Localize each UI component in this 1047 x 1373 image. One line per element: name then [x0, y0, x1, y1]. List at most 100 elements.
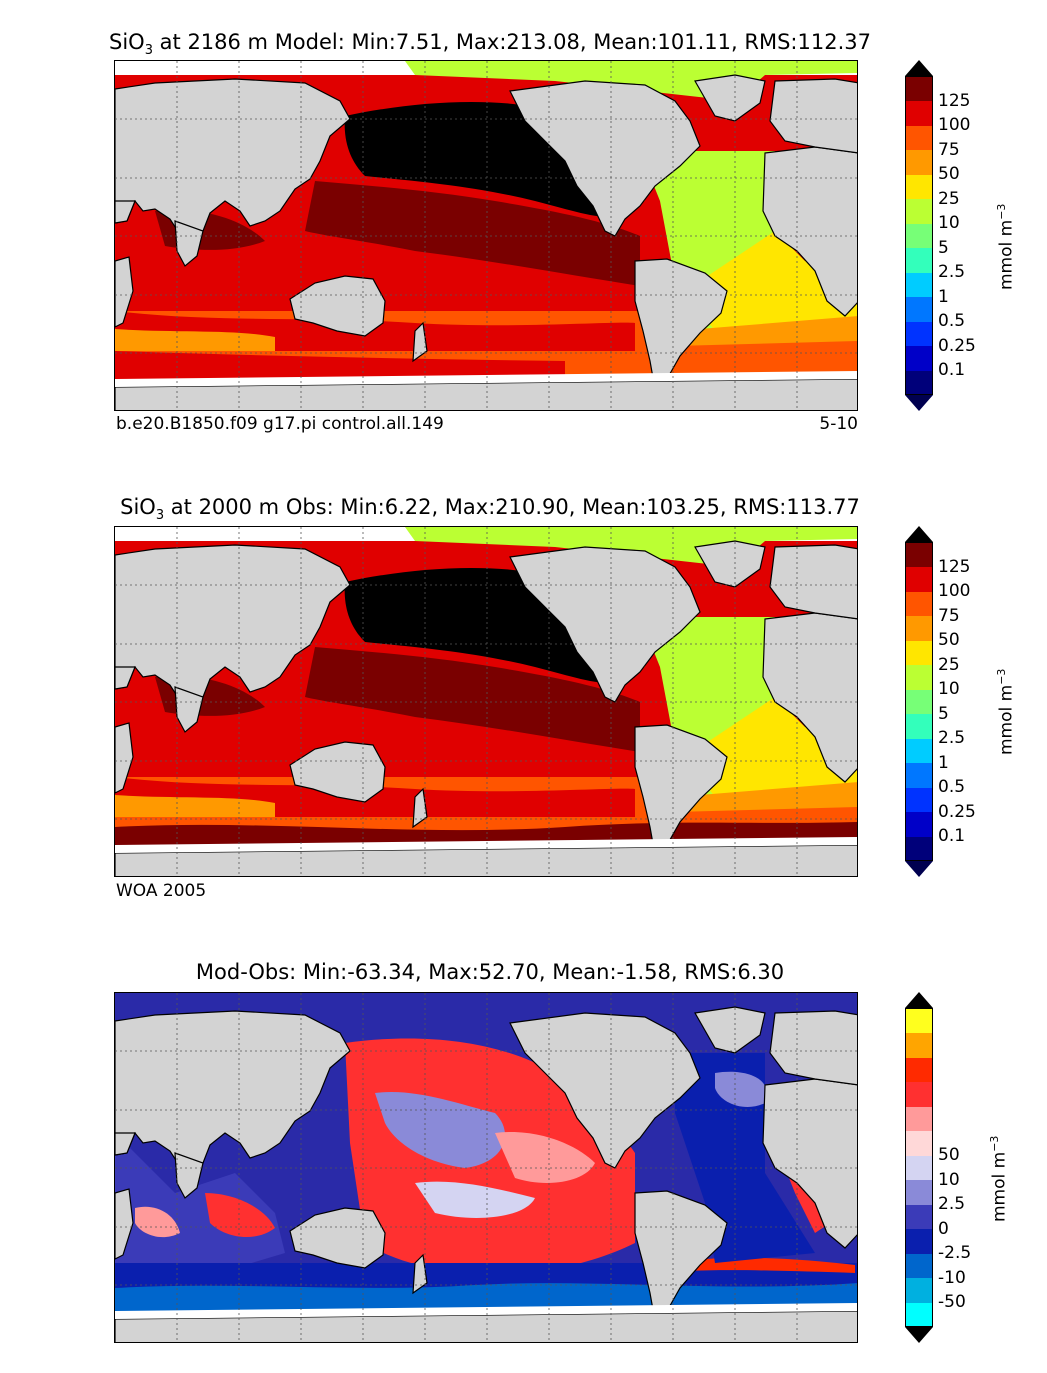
- colorbar-tick-label: 10: [938, 679, 960, 700]
- colorbar-diff: [905, 992, 933, 1343]
- colorbar-segment: [905, 272, 933, 298]
- colorbar-over-arrow: [905, 992, 933, 1008]
- colorbar-tick-label: -10: [938, 1267, 966, 1288]
- colorbar-over-arrow: [905, 60, 933, 76]
- land-europe: [769, 1010, 857, 1086]
- land-northAmerica: [509, 80, 701, 237]
- colorbar-frame: [905, 1008, 933, 1327]
- colorbar-tick-label: 2.5: [938, 262, 966, 283]
- panel-title: SiO3 at 2000 m Obs: Min:6.22, Max:210.90…: [120, 495, 860, 524]
- colorbar-segment: [905, 1008, 933, 1034]
- colorbar-segment: [905, 566, 933, 592]
- land-africa: [115, 666, 136, 690]
- colorbar-segment: [905, 1106, 933, 1132]
- colorbar-segment: [905, 1155, 933, 1181]
- land-asia: [115, 544, 351, 708]
- colorbar-segment: [905, 713, 933, 739]
- land-greenland: [694, 540, 766, 588]
- colorbar-tick-label: 2.5: [938, 1194, 966, 1215]
- map-plot: [115, 527, 857, 876]
- colorbar-tick-label: 0.1: [938, 360, 966, 381]
- land-newzealand: [412, 1253, 428, 1295]
- colorbar-segment: [905, 1057, 933, 1083]
- land-africaEast: [115, 722, 134, 794]
- colorbar-segment: [905, 640, 933, 666]
- colorbar-obs: [905, 526, 933, 877]
- land-europe: [769, 544, 857, 620]
- unit-label: mmol m−3: [988, 1135, 1010, 1222]
- land-northAmerica: [509, 546, 701, 703]
- colorbar-segment: [905, 1130, 933, 1156]
- colorbar-segment: [905, 174, 933, 200]
- colorbar-frame: [905, 76, 933, 395]
- land-australia: [289, 1207, 386, 1269]
- colorbar-segment: [905, 1032, 933, 1058]
- colorbar-segment: [905, 321, 933, 347]
- unit-label: mmol m−3: [995, 668, 1017, 755]
- colorbar-segment: [905, 542, 933, 568]
- land-europe: [769, 78, 857, 154]
- map-model: [114, 60, 858, 411]
- land-australia: [289, 741, 386, 803]
- colorbar-tick-label: 0.5: [938, 311, 966, 332]
- land-asia: [115, 78, 351, 242]
- colorbar-segment: [905, 1302, 933, 1328]
- colorbar-segment: [905, 811, 933, 837]
- colorbar-segment: [905, 1228, 933, 1254]
- colorbar-tick-label: 0: [938, 1218, 949, 1239]
- land-africaEast: [115, 1188, 134, 1260]
- colorbar-segment: [905, 1081, 933, 1107]
- colorbar-under-arrow: [905, 861, 933, 877]
- land-southAmerica: [634, 258, 728, 391]
- colorbar-tick-label: 75: [938, 139, 960, 160]
- land-africa: [115, 200, 136, 224]
- colorbar-segment: [905, 223, 933, 249]
- colorbar-tick-label: 125: [938, 90, 971, 111]
- land-greenland: [694, 1006, 766, 1054]
- colorbar-tick-label: 10: [938, 213, 960, 234]
- colorbar-tick-label: 25: [938, 654, 960, 675]
- years-label: 5-10: [819, 414, 858, 434]
- colorbar-tick-label: 1: [938, 752, 949, 773]
- colorbar-tick-label: 0.25: [938, 335, 976, 356]
- colorbar-segment: [905, 664, 933, 690]
- panel-title: SiO3 at 2186 m Model: Min:7.51, Max:213.…: [109, 30, 871, 59]
- colorbar-tick-label: 25: [938, 188, 960, 209]
- colorbar-segment: [905, 738, 933, 764]
- colorbar-tick-label: 50: [938, 1145, 960, 1166]
- colorbar-segment: [905, 836, 933, 862]
- colorbar-segment: [905, 591, 933, 617]
- map-plot: [115, 61, 857, 410]
- map-diff: [114, 992, 858, 1343]
- colorbar-segment: [905, 787, 933, 813]
- colorbar-segment: [905, 76, 933, 102]
- colorbar-tick-label: 125: [938, 556, 971, 577]
- colorbar-frame: [905, 542, 933, 861]
- unit-label: mmol m−3: [995, 203, 1017, 290]
- colorbar-segment: [905, 615, 933, 641]
- colorbar-segment: [905, 1277, 933, 1303]
- colorbar-segment: [905, 1204, 933, 1230]
- colorbar-tick-label: -50: [938, 1292, 966, 1313]
- land-africa: [115, 1132, 136, 1156]
- colorbar-tick-label: 1: [938, 286, 949, 307]
- colorbar-tick-label: 0.1: [938, 826, 966, 847]
- colorbar-segment: [905, 762, 933, 788]
- colorbar-segment: [905, 198, 933, 224]
- colorbar-tick-label: 100: [938, 115, 971, 136]
- land-asia: [115, 1010, 351, 1174]
- colorbar-segment: [905, 1253, 933, 1279]
- colorbar-tick-label: 0.5: [938, 777, 966, 798]
- land-newzealand: [412, 321, 428, 363]
- colorbar-tick-label: -2.5: [938, 1243, 972, 1264]
- land-newzealand: [412, 787, 428, 829]
- colorbar-segment: [905, 370, 933, 396]
- colorbar-segment: [905, 296, 933, 322]
- colorbar-segment: [905, 345, 933, 371]
- colorbar-tick-label: 5: [938, 703, 949, 724]
- land-northAmerica: [509, 1012, 701, 1169]
- land-southAmerica: [634, 1190, 728, 1323]
- land-southAmerica: [634, 724, 728, 857]
- colorbar-model: [905, 60, 933, 411]
- land-australia: [289, 275, 386, 337]
